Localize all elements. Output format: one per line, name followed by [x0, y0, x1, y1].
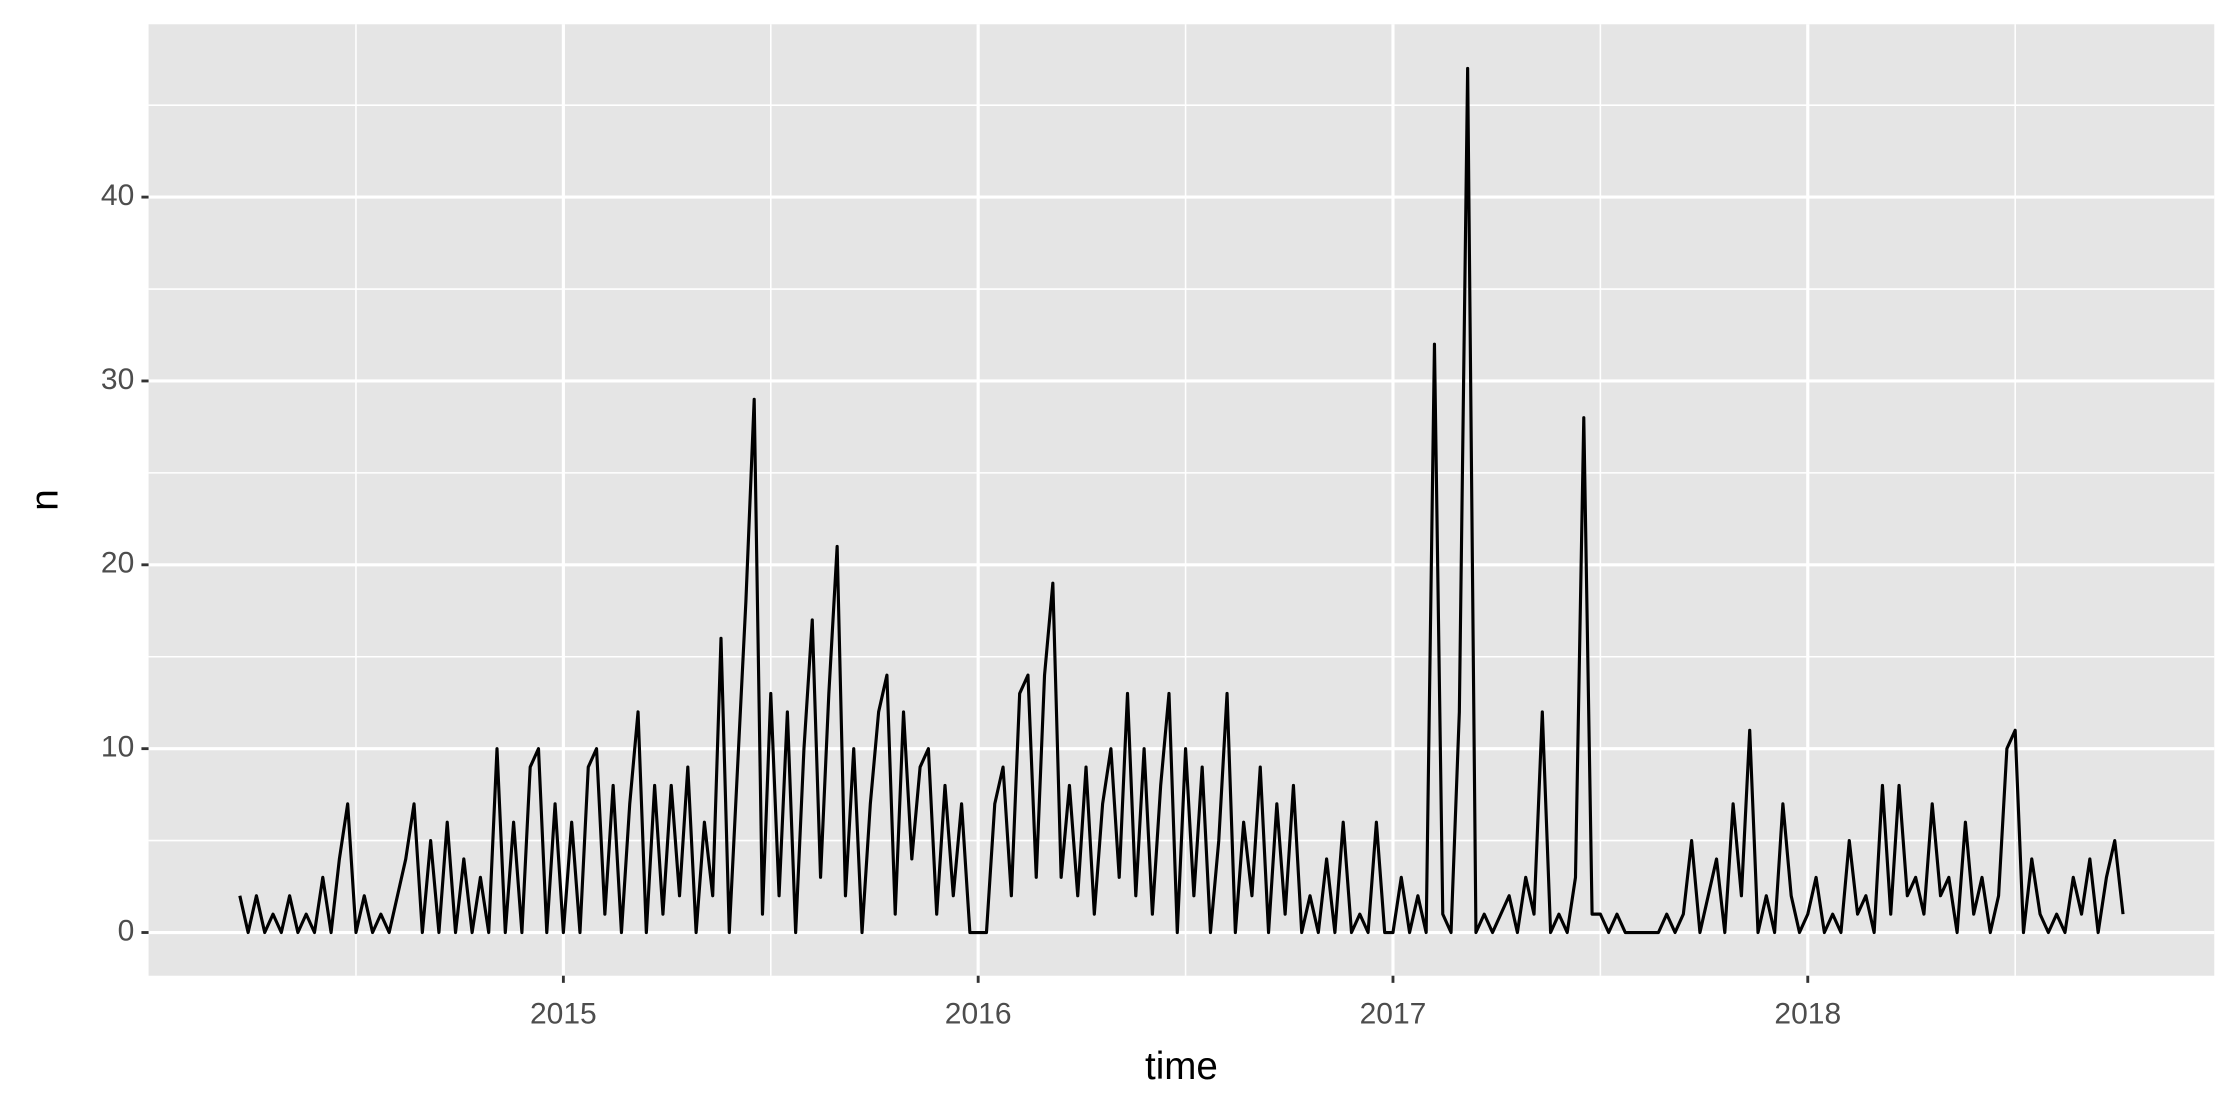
- y-axis-title: n: [23, 489, 66, 510]
- axes: 2015 2016 2017 2018 0 10 20 30 40: [101, 179, 1841, 1031]
- y-tick-label: 30: [101, 363, 134, 396]
- y-tick-label: 40: [101, 179, 134, 212]
- x-tick-label: 2018: [1774, 998, 1841, 1031]
- data-layer: [238, 66, 2125, 935]
- y-tick-label: 0: [118, 914, 135, 947]
- y-tick-label: 20: [101, 547, 134, 580]
- data-line: [238, 66, 2125, 935]
- y-tick-label: 10: [101, 731, 134, 764]
- x-tick-label: 2015: [530, 998, 597, 1031]
- major-grid: [148, 24, 2215, 976]
- x-tick-label: 2016: [945, 998, 1012, 1031]
- x-tick-label: 2017: [1360, 998, 1427, 1031]
- x-axis-title: time: [1145, 1045, 1218, 1088]
